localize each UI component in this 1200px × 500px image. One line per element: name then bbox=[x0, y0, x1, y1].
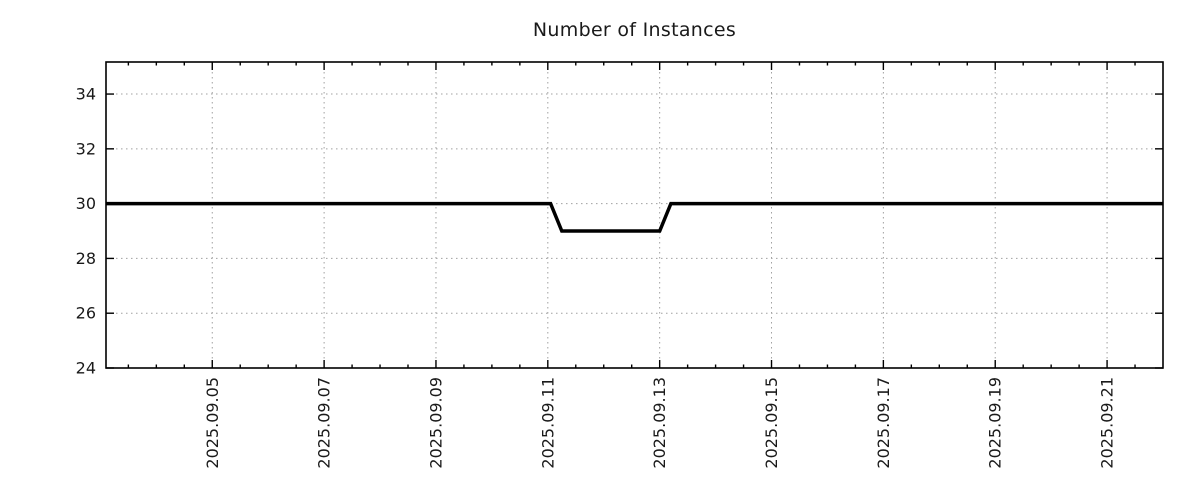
y-tick-label: 34 bbox=[76, 85, 96, 104]
tick-labels: 2025.09.05 2025.09.07 2025.09.09 2025.09.11… bbox=[76, 85, 1117, 469]
tick-marks bbox=[106, 62, 1163, 369]
x-tick-label: 2025.09.13 bbox=[650, 377, 669, 469]
gridlines bbox=[106, 62, 1163, 369]
x-tick-label: 2025.09.15 bbox=[762, 377, 781, 469]
x-tick-label: 2025.09.17 bbox=[874, 377, 893, 469]
series-line-instances bbox=[106, 201, 1163, 233]
y-tick-label: 30 bbox=[76, 194, 96, 213]
y-tick-label: 32 bbox=[76, 139, 96, 158]
chart-title: Number of Instances bbox=[532, 19, 737, 41]
x-tick-label: 2025.09.05 bbox=[203, 377, 222, 469]
y-tick-label: 28 bbox=[76, 249, 96, 268]
x-tick-label: 2025.09.19 bbox=[986, 377, 1005, 469]
data-series bbox=[106, 201, 1163, 233]
x-tick-label: 2025.09.09 bbox=[426, 377, 445, 469]
x-tick-label: 2025.09.21 bbox=[1098, 377, 1117, 469]
axes bbox=[105, 61, 1164, 369]
y-tick-label: 24 bbox=[76, 359, 96, 378]
plot-border bbox=[105, 61, 1164, 369]
x-tick-label: 2025.09.07 bbox=[315, 377, 334, 469]
x-tick-label: 2025.09.11 bbox=[538, 377, 557, 469]
y-tick-label: 26 bbox=[76, 304, 96, 323]
